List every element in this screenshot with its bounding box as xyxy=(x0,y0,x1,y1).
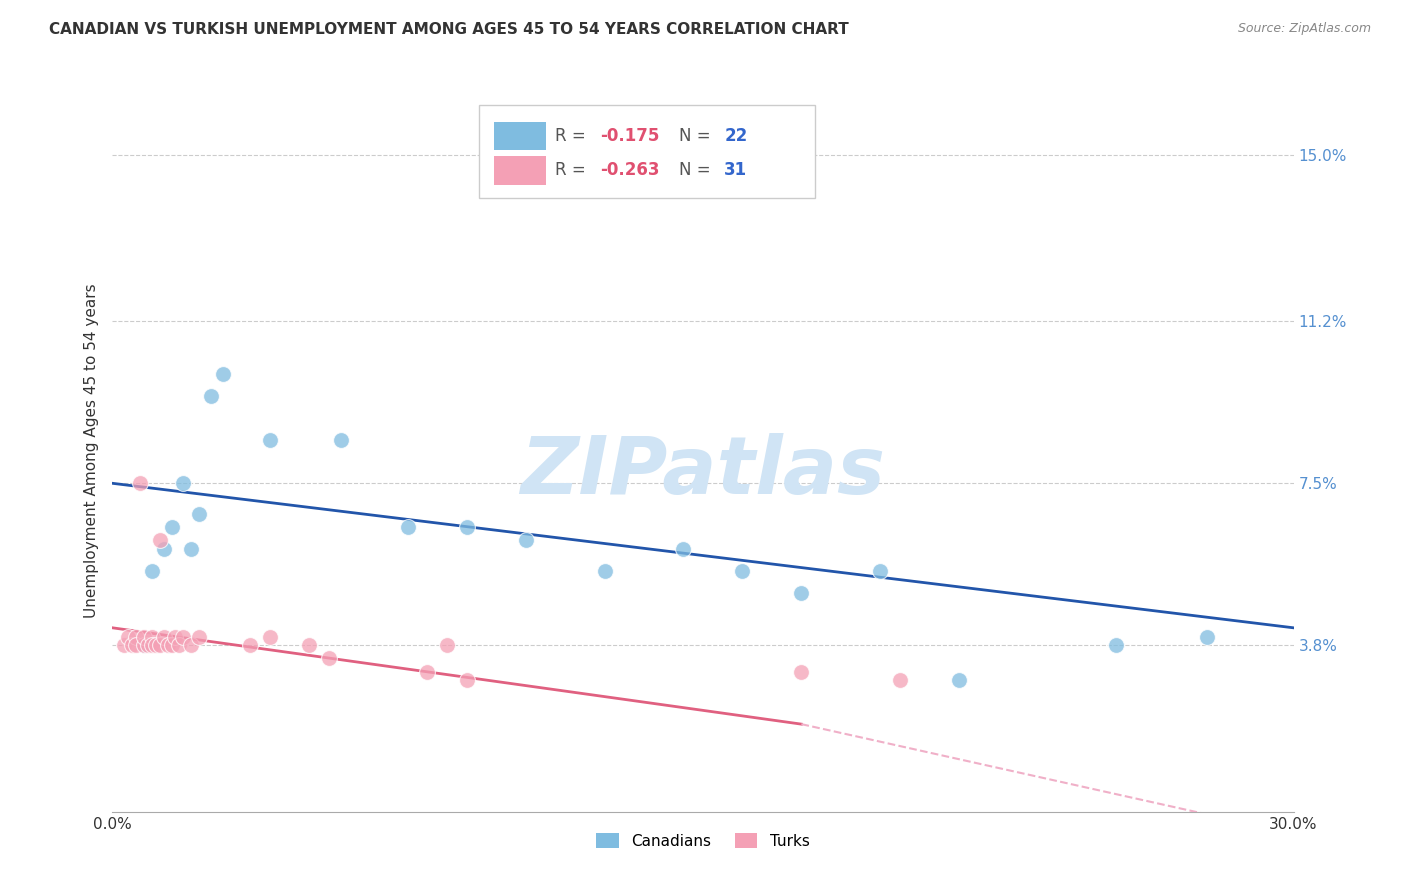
Point xyxy=(132,638,155,652)
Point xyxy=(790,665,813,679)
Point xyxy=(169,638,191,652)
Point xyxy=(156,638,179,652)
Point xyxy=(149,533,172,548)
Point xyxy=(948,673,970,688)
Point xyxy=(731,564,754,578)
Point xyxy=(141,638,163,652)
Text: -0.263: -0.263 xyxy=(600,161,659,179)
Text: R =: R = xyxy=(555,127,592,145)
Point xyxy=(160,520,183,534)
Point xyxy=(298,638,321,652)
Text: -0.175: -0.175 xyxy=(600,127,659,145)
Point xyxy=(869,564,891,578)
Point xyxy=(132,638,155,652)
Point xyxy=(125,638,148,652)
Point xyxy=(790,586,813,600)
Point xyxy=(165,630,187,644)
Point xyxy=(172,630,194,644)
Point xyxy=(125,630,148,644)
Text: CANADIAN VS TURKISH UNEMPLOYMENT AMONG AGES 45 TO 54 YEARS CORRELATION CHART: CANADIAN VS TURKISH UNEMPLOYMENT AMONG A… xyxy=(49,22,849,37)
Point xyxy=(436,638,458,652)
Point xyxy=(172,476,194,491)
Legend: Canadians, Turks: Canadians, Turks xyxy=(591,827,815,855)
Point xyxy=(200,389,222,403)
Point xyxy=(416,665,439,679)
FancyBboxPatch shape xyxy=(494,121,546,151)
Text: ZIPatlas: ZIPatlas xyxy=(520,434,886,511)
Y-axis label: Unemployment Among Ages 45 to 54 years: Unemployment Among Ages 45 to 54 years xyxy=(83,283,98,618)
Point xyxy=(259,433,281,447)
Point xyxy=(329,433,352,447)
Point xyxy=(141,564,163,578)
Point xyxy=(117,630,139,644)
Point xyxy=(180,541,202,556)
Text: R =: R = xyxy=(555,161,592,179)
Point xyxy=(239,638,262,652)
Point xyxy=(188,507,211,521)
Point xyxy=(211,367,233,381)
Point xyxy=(132,630,155,644)
Point xyxy=(112,638,135,652)
Point xyxy=(145,638,167,652)
Point xyxy=(141,630,163,644)
Point xyxy=(318,651,340,665)
Point xyxy=(456,673,478,688)
Text: 31: 31 xyxy=(724,161,748,179)
Point xyxy=(149,638,172,652)
Point xyxy=(152,630,174,644)
Point xyxy=(180,638,202,652)
Point xyxy=(160,638,183,652)
Point xyxy=(672,541,695,556)
Text: N =: N = xyxy=(679,161,716,179)
Point xyxy=(456,520,478,534)
Point xyxy=(889,673,911,688)
Text: 22: 22 xyxy=(724,127,748,145)
Point xyxy=(1195,630,1218,644)
Point xyxy=(136,638,159,652)
FancyBboxPatch shape xyxy=(494,155,546,185)
Text: N =: N = xyxy=(679,127,716,145)
Point xyxy=(188,630,211,644)
Point xyxy=(129,476,152,491)
Point xyxy=(1105,638,1128,652)
Text: Source: ZipAtlas.com: Source: ZipAtlas.com xyxy=(1237,22,1371,36)
Point xyxy=(396,520,419,534)
Point xyxy=(593,564,616,578)
Point xyxy=(515,533,537,548)
Point xyxy=(259,630,281,644)
Point xyxy=(121,638,143,652)
FancyBboxPatch shape xyxy=(478,105,815,198)
Point xyxy=(152,541,174,556)
